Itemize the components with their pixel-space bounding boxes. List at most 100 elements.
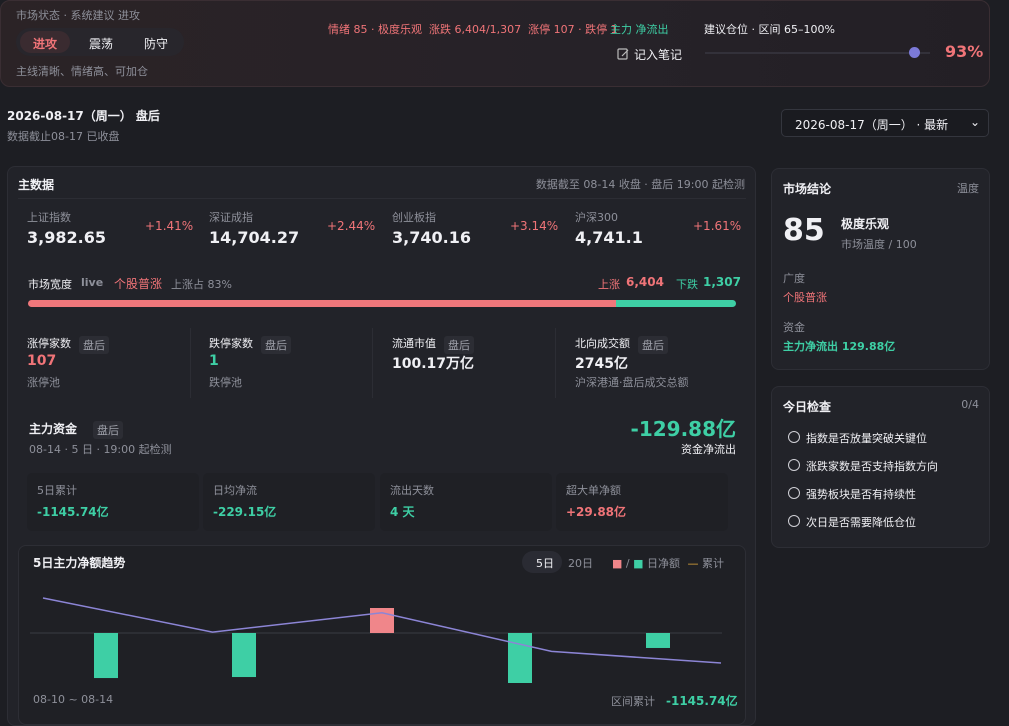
stat-value: 107 bbox=[27, 353, 57, 369]
tab[interactable]: 防守 bbox=[144, 37, 169, 51]
status-flow: 主力 净流出 bbox=[610, 23, 669, 36]
stat-box bbox=[383, 328, 556, 398]
fund-total-label: 资金净流出 bbox=[681, 443, 736, 456]
legend-swatch: ■ bbox=[612, 557, 623, 570]
index-value: 14,704.27 bbox=[209, 228, 300, 247]
position-dot bbox=[908, 47, 920, 58]
bar bbox=[232, 633, 256, 678]
legend: ■ / ■ 日净额 — 累计 bbox=[612, 557, 725, 570]
stat-box bbox=[200, 328, 373, 398]
checklist-card bbox=[771, 386, 990, 548]
index-change: +3.14% bbox=[510, 219, 559, 233]
metric-label: 超大单净额 bbox=[566, 484, 621, 497]
stat-label: 跌停家数 bbox=[209, 337, 253, 350]
stat-tag: 盘后 bbox=[444, 336, 474, 354]
metric-value: -1145.74亿 bbox=[37, 505, 109, 519]
score-label: 极度乐观 bbox=[841, 217, 890, 231]
range-toggle[interactable]: 20日 bbox=[568, 557, 593, 570]
legend-label: 累计 bbox=[702, 557, 725, 570]
fund-sub: 08-14 · 5 日 · 19:00 起检测 bbox=[29, 443, 172, 456]
check-item: 次日是否需要降低仓位 bbox=[806, 516, 916, 529]
metric-box bbox=[556, 473, 728, 531]
tab-active-bg bbox=[20, 31, 70, 53]
checklist-title: 今日检查 bbox=[783, 400, 832, 414]
status-summary: 情绪 85 · 极度乐观 涨跌 6,404/1,307 涨停 107 · 跌停 … bbox=[328, 23, 618, 36]
tab[interactable]: 震荡 bbox=[89, 37, 114, 51]
fund-title: 主力资金 bbox=[29, 422, 78, 436]
toggle-active-bg bbox=[522, 551, 562, 573]
fund-total: -129.88亿 bbox=[630, 417, 736, 441]
stat-value: 100.17万亿 bbox=[392, 356, 475, 372]
metric-box bbox=[27, 473, 199, 531]
tab[interactable]: 进攻 bbox=[33, 37, 58, 51]
metric-box bbox=[380, 473, 552, 531]
breadth-ratio: 上涨占 83% bbox=[171, 278, 232, 291]
divider bbox=[18, 198, 746, 199]
fund-value: 主力净流出 129.88亿 bbox=[783, 340, 896, 353]
index-value: 4,741.1 bbox=[575, 228, 643, 247]
index-change: +1.61% bbox=[693, 219, 742, 233]
trend-card bbox=[18, 545, 746, 725]
caret: ⌄ bbox=[969, 115, 980, 129]
stat-sub: 沪深港通·盘后成交总额 bbox=[575, 376, 689, 389]
position-text: 建议仓位 · 区间 65–100% bbox=[704, 23, 835, 36]
bar bbox=[94, 633, 118, 679]
breadth-up-bar bbox=[28, 300, 616, 307]
index-value: 3,982.65 bbox=[27, 228, 106, 247]
range-toggle[interactable]: 5日 bbox=[536, 557, 554, 570]
fund-tag: 盘后 bbox=[93, 421, 123, 439]
check-circle bbox=[788, 487, 800, 499]
stat-sub: 跌停池 bbox=[209, 376, 242, 389]
up-count: 6,404 bbox=[626, 275, 664, 289]
stat-sub: 涨停池 bbox=[27, 376, 60, 389]
metric-box bbox=[203, 473, 375, 531]
index-name: 创业板指 bbox=[392, 211, 436, 224]
metric-value: -229.15亿 bbox=[213, 505, 277, 519]
stat-value: 2745亿 bbox=[575, 356, 628, 372]
chart-title: 5日主力净额趋势 bbox=[33, 556, 126, 570]
stat-tag: 盘后 bbox=[638, 336, 668, 354]
trend-plot bbox=[30, 597, 722, 683]
legend-swatch: ■ bbox=[633, 557, 644, 570]
index-name: 深证成指 bbox=[209, 211, 253, 224]
position-pct: 93% bbox=[945, 42, 984, 61]
conclusion-card bbox=[771, 168, 990, 370]
metric-label: 5日累计 bbox=[37, 484, 77, 497]
date-select[interactable]: 2026-08-17（周一） · 最新 ⌄ bbox=[781, 109, 989, 137]
index-name: 上证指数 bbox=[27, 211, 71, 224]
down-count: 1,307 bbox=[703, 275, 741, 289]
check-circle bbox=[788, 431, 800, 443]
up-label: 上涨 bbox=[598, 278, 620, 291]
note-icon bbox=[617, 48, 629, 60]
check-item: 涨跌家数是否支持指数方向 bbox=[806, 460, 938, 473]
breadth-down-bar bbox=[615, 300, 736, 307]
stat-label: 涨停家数 bbox=[27, 337, 71, 350]
status-note: 主线清晰、情绪高、可加仓 bbox=[16, 65, 148, 78]
chart-total: -1145.74亿 bbox=[666, 694, 738, 708]
stat-value: 1 bbox=[209, 353, 219, 369]
bar bbox=[646, 633, 670, 648]
page-date: 2026-08-17（周一） 盘后 bbox=[7, 109, 160, 123]
bar bbox=[370, 608, 394, 633]
legend-label: 日净额 bbox=[647, 557, 681, 570]
check-item: 强势板块是否有持续性 bbox=[806, 488, 916, 501]
stat-label: 北向成交额 bbox=[575, 337, 630, 350]
index-value: 3,740.16 bbox=[392, 228, 471, 247]
down-label: 下跌 bbox=[676, 278, 698, 291]
check-item: 指数是否放量突破关键位 bbox=[806, 432, 927, 445]
check-circle bbox=[788, 459, 800, 471]
chart-range: 08-10 ~ 08-14 bbox=[33, 693, 114, 706]
page-sub: 数据截止08-17 已收盘 bbox=[7, 130, 120, 143]
stat-box bbox=[18, 328, 191, 398]
chart-total-label: 区间累计 bbox=[611, 695, 655, 708]
index-change: +2.44% bbox=[327, 219, 376, 233]
date-select-text: 2026-08-17（周一） · 最新 bbox=[795, 118, 949, 132]
notes-button[interactable]: 记入笔记 bbox=[634, 48, 683, 62]
breadth-key: 广度 bbox=[783, 272, 805, 285]
conclusion-tag: 温度 bbox=[957, 182, 979, 195]
breadth-live: live bbox=[81, 276, 104, 289]
stat-tag: 盘后 bbox=[79, 336, 109, 354]
metric-label: 日均净流 bbox=[213, 484, 257, 497]
check-circle bbox=[788, 515, 800, 527]
